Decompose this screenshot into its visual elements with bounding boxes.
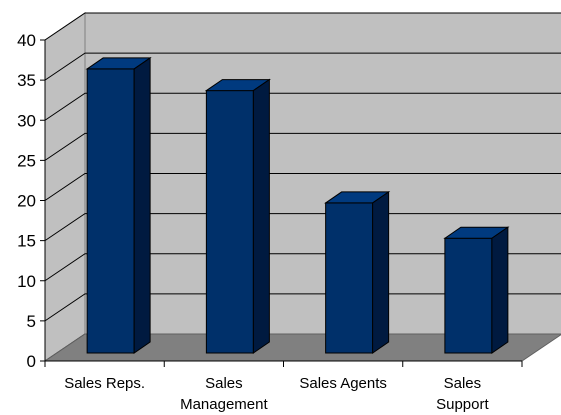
bar-side: [491, 226, 509, 354]
y-tick-label: 35: [17, 71, 36, 90]
y-tick-label: 30: [17, 111, 36, 130]
bar-group: [443, 226, 510, 354]
bar-group: [324, 190, 391, 354]
category-label: Sales: [205, 375, 243, 392]
gridline: [44, 92, 561, 121]
gridline: [44, 253, 561, 282]
y-tick-label: 0: [27, 352, 36, 371]
gridline: [44, 12, 561, 41]
category-label: Sales Agents: [299, 375, 387, 392]
bar-front: [86, 68, 135, 354]
bar-group: [85, 56, 152, 354]
y-tick-label: 40: [17, 31, 36, 50]
bar-front: [205, 90, 254, 354]
gridline: [44, 132, 561, 161]
gridline: [44, 173, 561, 201]
bar-side: [252, 78, 270, 354]
category-label: Sales Reps.: [64, 375, 145, 392]
category-label: Support: [436, 396, 489, 413]
y-tick-label: 5: [27, 312, 36, 331]
bar-front: [325, 202, 374, 354]
gridline: [44, 213, 561, 242]
category-label: Management: [180, 396, 268, 413]
bar-side: [133, 56, 151, 354]
bar-front: [444, 237, 493, 354]
y-tick-label: 10: [17, 272, 36, 291]
bar-side: [372, 190, 390, 354]
bars: [85, 56, 510, 354]
category-label: Sales: [444, 375, 482, 392]
y-axis-ticks: 0 5 10 15 20 25 30 35 40: [17, 31, 45, 371]
gridline: [44, 52, 561, 81]
y-tick-label: 15: [17, 232, 36, 251]
y-tick-label: 20: [17, 192, 36, 211]
y-tick-label: 25: [17, 151, 36, 170]
x-axis-categories: Sales Reps. Sales Management Sales Agents Sa…: [64, 375, 489, 413]
gridline: [44, 293, 561, 322]
bar-group: [204, 78, 271, 354]
gridlines: [44, 12, 561, 362]
